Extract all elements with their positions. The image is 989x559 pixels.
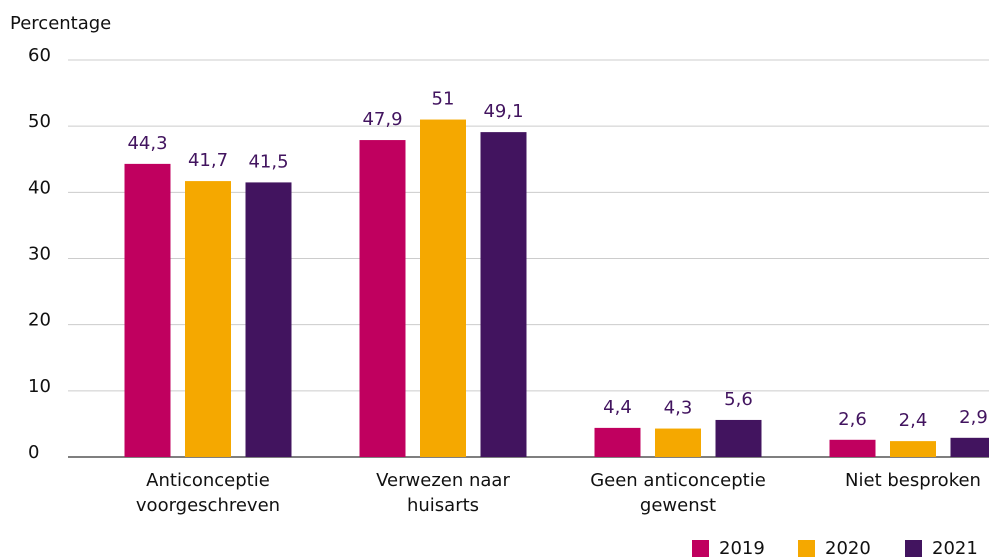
x-tick-label-line: gewenst xyxy=(640,495,716,516)
value-label: 2,9 xyxy=(959,407,988,428)
y-axis-label: Percentage xyxy=(10,13,111,34)
value-label: 41,5 xyxy=(248,151,288,172)
y-tick-label: 50 xyxy=(28,111,51,132)
legend-swatch xyxy=(798,540,815,557)
value-label: 2,4 xyxy=(899,410,928,431)
x-tick-label-line: Geen anticonceptie xyxy=(590,470,766,491)
bar xyxy=(890,441,936,457)
value-label: 4,4 xyxy=(603,397,632,418)
value-label: 41,7 xyxy=(188,150,228,171)
value-label: 47,9 xyxy=(362,109,402,130)
x-tick-label-line: Anticonceptie xyxy=(146,470,270,491)
x-tick-label: Niet besproken xyxy=(845,470,981,491)
y-tick-label: 30 xyxy=(28,244,51,265)
legend-swatch xyxy=(692,540,709,557)
bar xyxy=(245,182,292,458)
bar xyxy=(950,437,989,457)
value-label: 5,6 xyxy=(724,389,753,410)
y-tick-label: 20 xyxy=(28,310,51,331)
bar xyxy=(420,119,466,458)
legend-label: 2019 xyxy=(719,538,765,559)
y-tick-label: 40 xyxy=(28,177,51,198)
value-label: 44,3 xyxy=(127,133,167,154)
x-tick-label-line: huisarts xyxy=(407,495,479,516)
bar xyxy=(185,181,231,457)
bar xyxy=(655,428,701,457)
value-label: 2,6 xyxy=(838,409,867,430)
bar xyxy=(124,163,171,458)
value-label: 51 xyxy=(432,89,455,110)
bar xyxy=(359,140,406,458)
x-tick-label-line: Verwezen naar xyxy=(376,470,510,491)
x-tick-label: Verwezen naar huisarts xyxy=(376,470,510,516)
x-tick-label-line: Niet besproken xyxy=(845,470,981,491)
x-tick-label-line: voorgeschreven xyxy=(136,495,280,516)
bar xyxy=(594,427,641,457)
legend-swatch xyxy=(905,540,922,557)
value-label: 49,1 xyxy=(483,101,523,122)
y-tick-label: 60 xyxy=(28,45,51,66)
bar xyxy=(829,439,876,457)
bar xyxy=(480,132,527,457)
legend-label: 2021 xyxy=(932,538,978,559)
legend-label: 2020 xyxy=(825,538,871,559)
bar xyxy=(715,419,762,457)
y-tick-label: 0 xyxy=(28,442,39,463)
value-label: 4,3 xyxy=(664,398,693,419)
x-tick-label: Anticonceptie voorgeschreven xyxy=(136,470,280,516)
y-tick-label: 10 xyxy=(28,376,51,397)
x-tick-label: Geen anticonceptie gewenst xyxy=(590,470,766,516)
